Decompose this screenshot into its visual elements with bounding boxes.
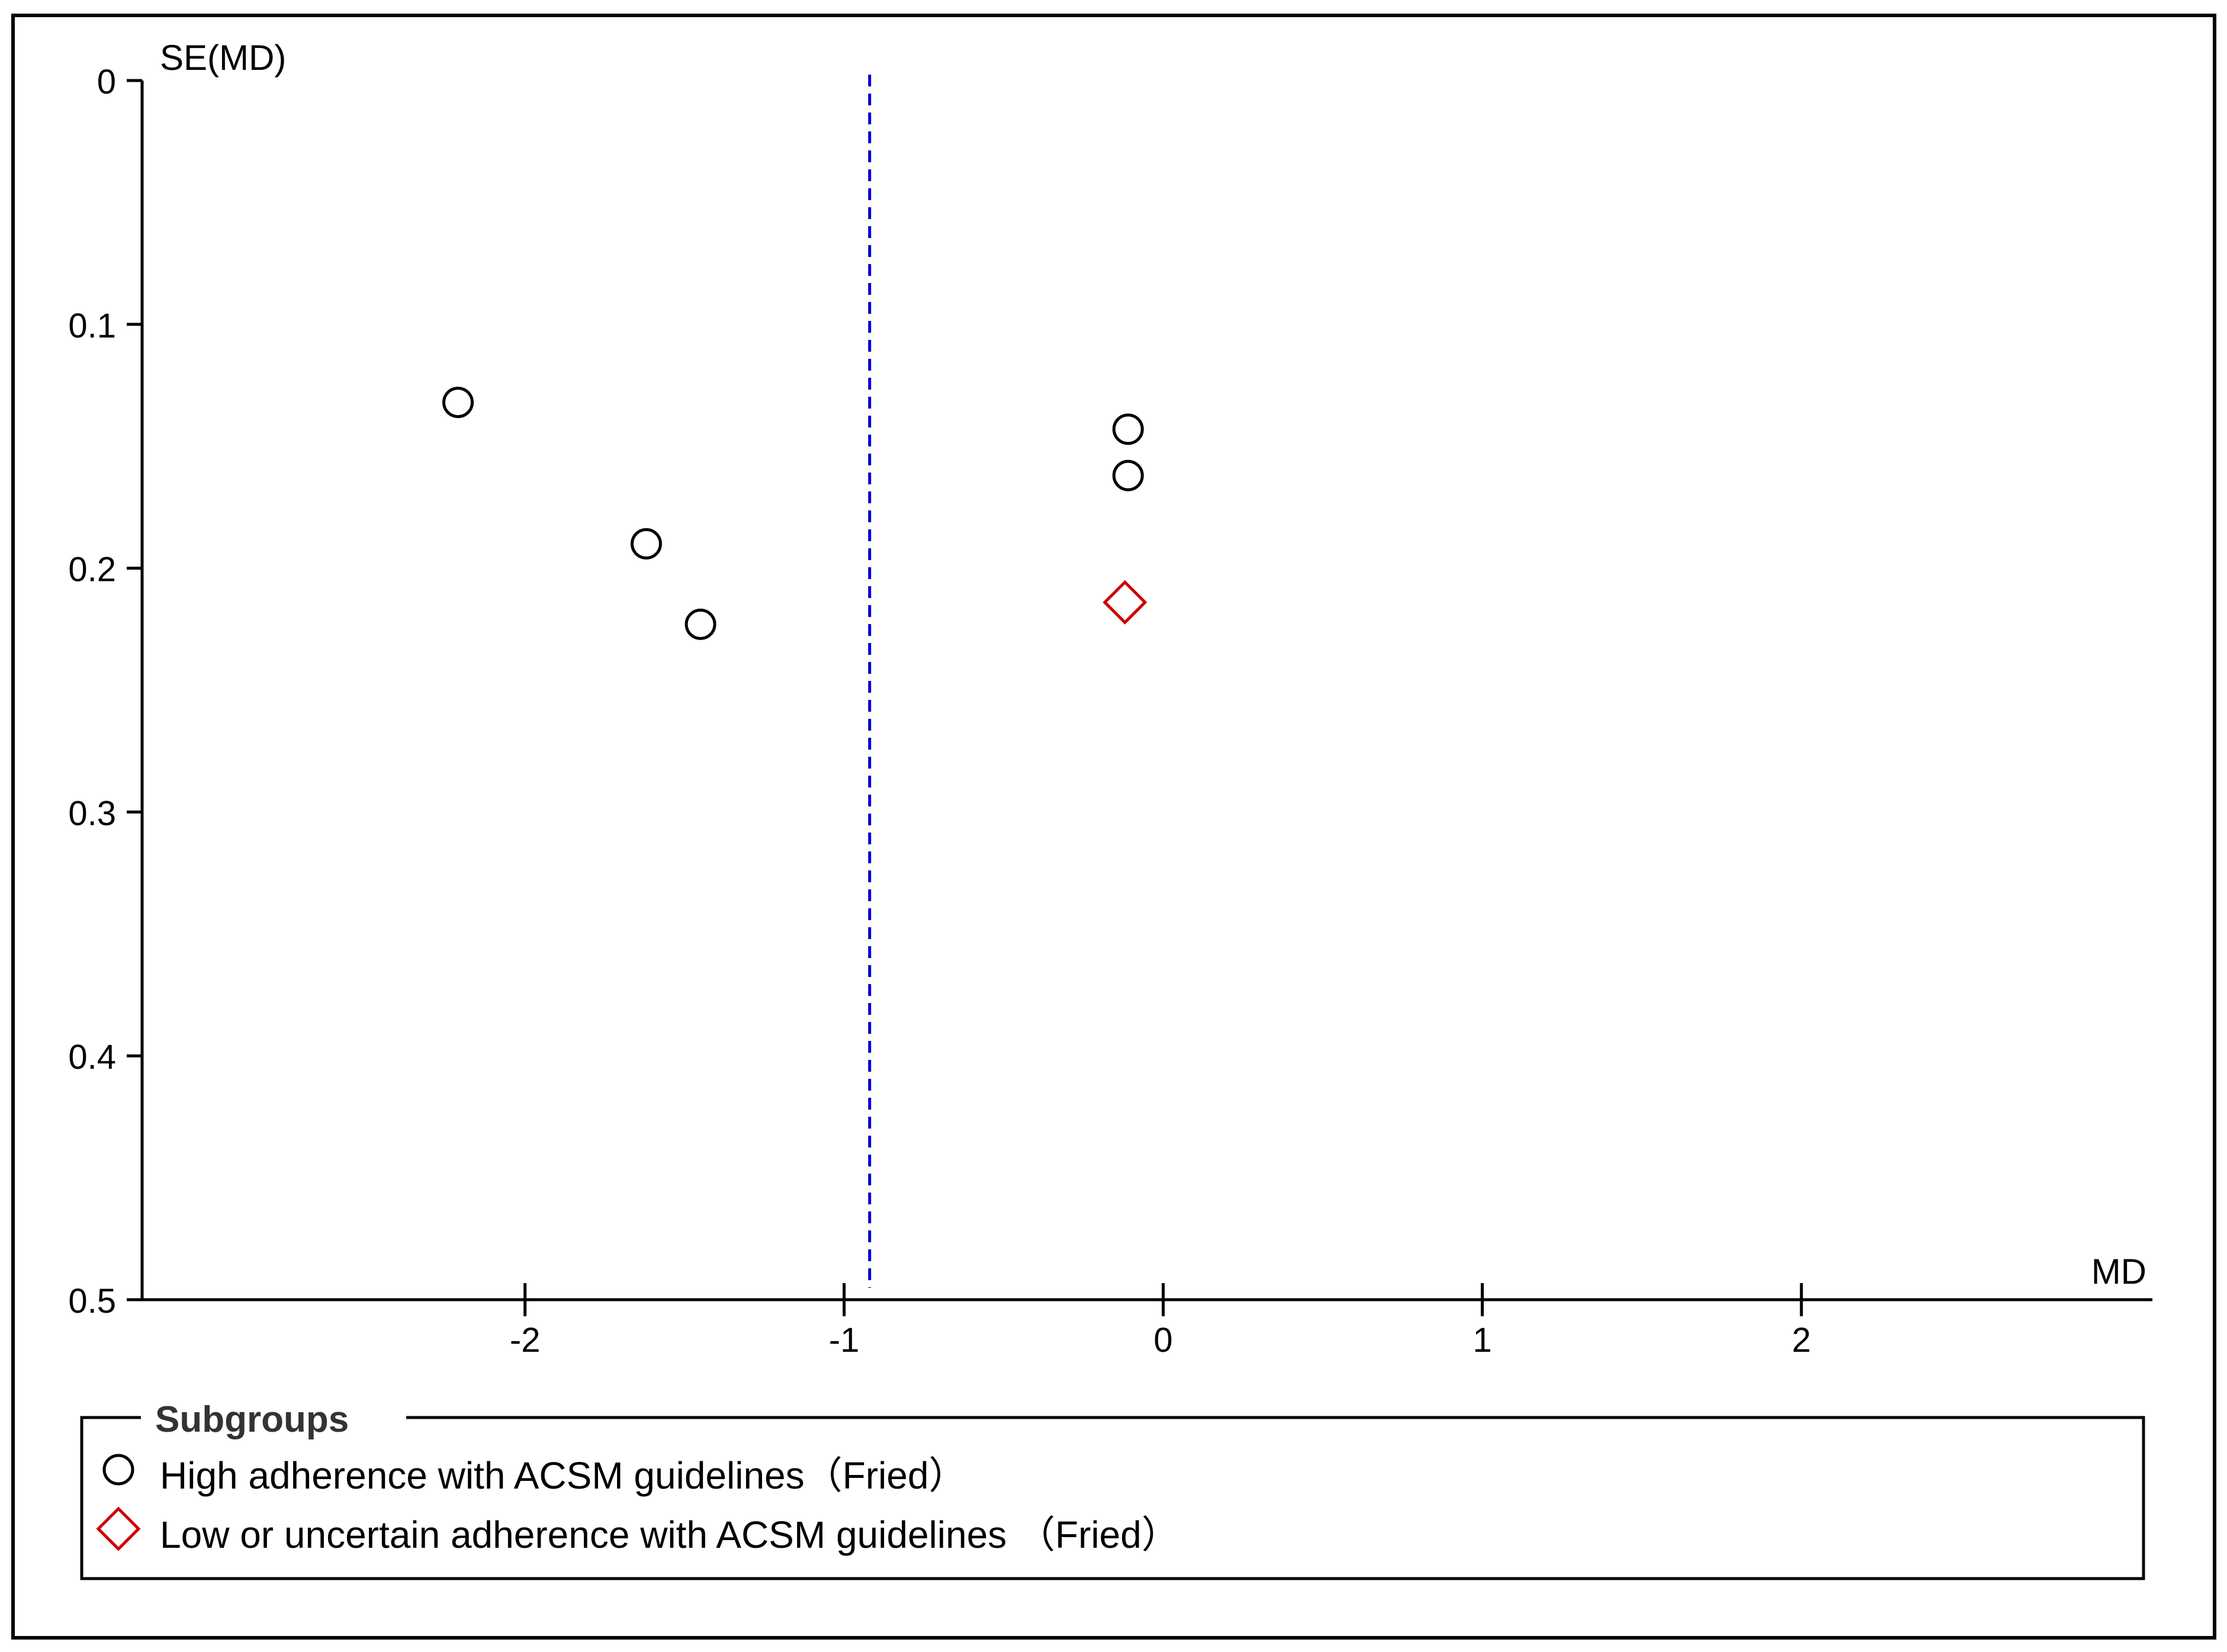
y-tick-label: 0.4 (68, 1038, 116, 1076)
y-tick-label: 0 (97, 63, 116, 101)
data-point-circle (685, 608, 716, 640)
x-tick-label: -1 (829, 1321, 860, 1359)
y-tick-label: 0.5 (68, 1282, 116, 1320)
legend-items: High adherence with ACSM guidelines（Frie… (96, 1454, 1180, 1556)
x-tick-label: 1 (1473, 1321, 1492, 1359)
data-point-circle (1112, 459, 1144, 491)
x-tick-label: -2 (510, 1321, 541, 1359)
legend: Subgroups High adherence with ACSM guide… (80, 1397, 2145, 1580)
legend-marker-circle (102, 1454, 134, 1486)
x-axis-label: MD (2091, 1252, 2146, 1291)
data-point-circle (442, 387, 474, 419)
y-tick-label: 0.2 (68, 551, 116, 589)
legend-title: Subgroups (155, 1399, 349, 1440)
y-tick-label: 0.3 (68, 794, 116, 833)
legend-marker-diamond (96, 1506, 141, 1551)
data-point-circle (630, 528, 662, 560)
x-tick-label: 0 (1153, 1321, 1172, 1359)
data-point-circle (1112, 413, 1144, 445)
legend-label: Low or uncertain adherence with ACSM gui… (160, 1513, 1180, 1556)
y-tick-label: 0.1 (68, 307, 116, 345)
legend-label: High adherence with ACSM guidelines（Frie… (160, 1454, 966, 1497)
y-axis-label: SE(MD) (160, 38, 286, 78)
outer-frame (11, 14, 2216, 1640)
legend-title-mask (141, 1397, 406, 1439)
data-point-diamond (1103, 580, 1148, 625)
x-tick-label: 2 (1792, 1321, 1811, 1359)
data-points (442, 387, 1148, 640)
legend-box (80, 1416, 2145, 1580)
axes: 0 0.1 0.2 0.3 0.4 0.5 -2 -1 0 1 2 (68, 63, 2152, 1359)
